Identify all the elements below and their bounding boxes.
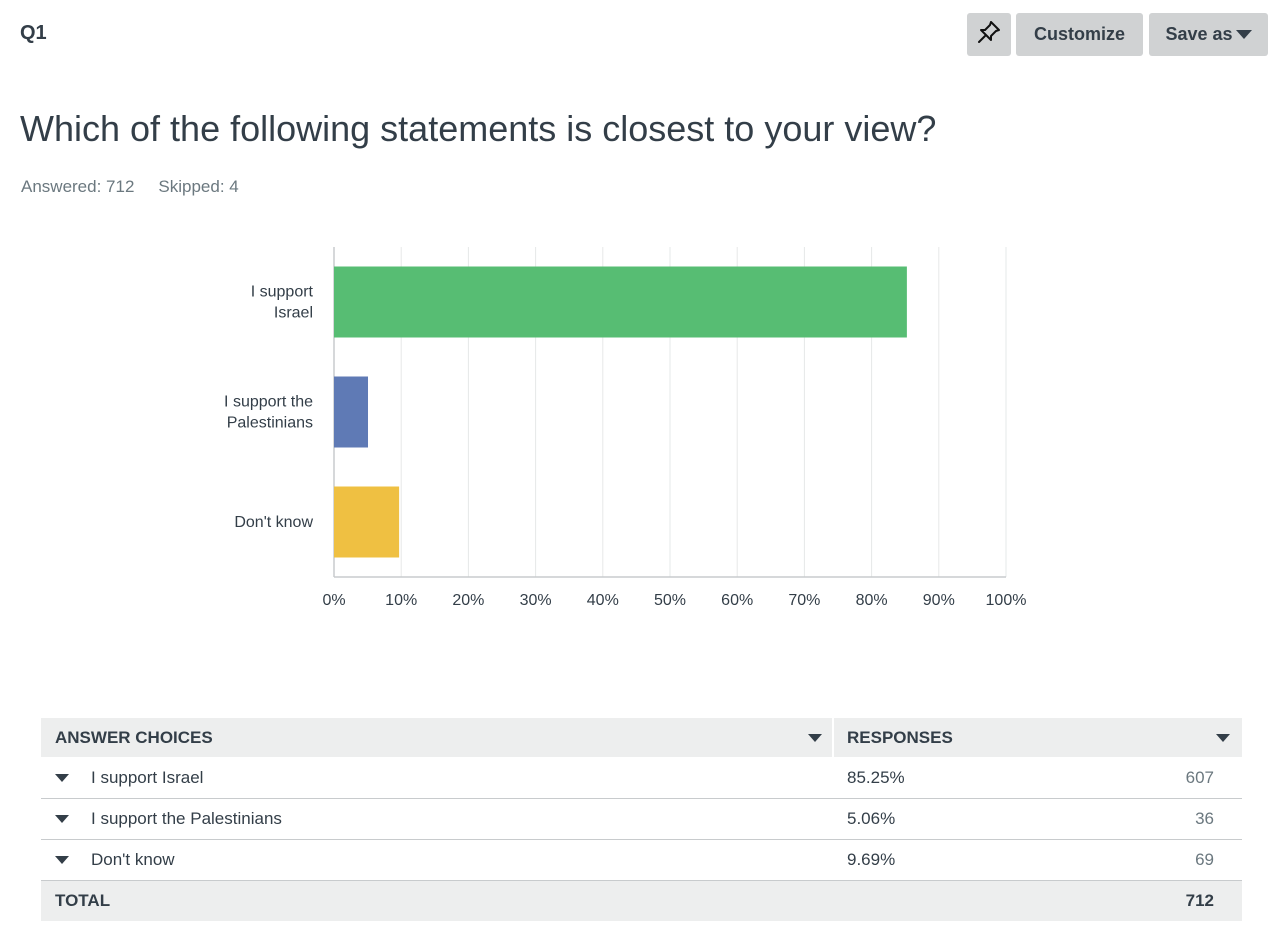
answer-choice: I support the Palestinians [91,809,282,828]
bar [334,486,400,558]
category-label: Palestinians [227,415,313,432]
table-header-row: ANSWER CHOICES RESPONSES [41,718,1242,758]
response-percent: 85.25% [847,768,905,787]
response-percent: 5.06% [847,809,896,828]
category-label: I support the [224,394,313,411]
category-label: Israel [274,305,313,322]
x-tick-label: 70% [788,592,820,609]
pin-icon [976,19,1002,50]
response-count: 69 [1195,850,1214,869]
pin-button[interactable] [967,13,1011,56]
responses-header[interactable]: RESPONSES [847,727,953,747]
response-count: 607 [1185,768,1214,787]
answer-choice: I support Israel [91,768,204,787]
expand-row-icon[interactable] [55,840,69,880]
x-tick-label: 30% [520,592,552,609]
expand-row-icon[interactable] [55,758,69,798]
x-tick-label: 100% [986,592,1027,609]
save-as-button[interactable]: Save as [1149,13,1268,56]
answer-choices-header[interactable]: ANSWER CHOICES [55,727,213,747]
x-tick-label: 90% [923,592,955,609]
answer-choice: Don't know [91,850,175,869]
bar [334,376,369,448]
answered-count: Answered: 712 [21,177,135,196]
x-tick-label: 10% [385,592,417,609]
table-body: I support Israel 85.25% 607 I support the P… [41,758,1242,881]
category-label: Don't know [234,514,313,531]
total-label: TOTAL [55,891,111,910]
table-total-row: TOTAL 712 [41,881,1242,921]
table-row: I support Israel 85.25% 607 [41,758,1242,799]
x-tick-label: 60% [721,592,753,609]
table-row: Don't know 9.69% 69 [41,840,1242,881]
x-tick-label: 40% [587,592,619,609]
x-tick-label: 0% [322,592,345,609]
response-stats: Answered: 712 Skipped: 4 [21,177,239,197]
response-percent: 9.69% [847,850,896,869]
table-row: I support the Palestinians 5.06% 36 [41,799,1242,840]
bar-chart: 0% 10% 20% 30% 40% 50% 60% 70% 80% 90% 100% I suppo… [224,247,1027,609]
total-count: 712 [1185,891,1214,910]
save-as-label: Save as [1165,24,1233,44]
sort-answer-choices-icon[interactable] [808,734,822,742]
x-tick-label: 80% [856,592,888,609]
x-tick-label: 20% [452,592,484,609]
chevron-down-icon [1235,30,1252,39]
results-table: ANSWER CHOICES RESPONSES I support Israe… [41,718,1242,921]
sort-responses-icon[interactable] [1216,734,1230,742]
skipped-count: Skipped: 4 [158,177,239,196]
question-title: Which of the following statements is clo… [20,108,937,149]
category-label: I support [251,284,314,301]
x-tick-label: 50% [654,592,686,609]
response-count: 36 [1195,809,1214,828]
question-number: Q1 [20,22,47,44]
expand-row-icon[interactable] [55,799,69,839]
customize-button[interactable]: Customize [1016,13,1143,56]
bar [334,266,907,338]
header-divider [832,718,834,757]
